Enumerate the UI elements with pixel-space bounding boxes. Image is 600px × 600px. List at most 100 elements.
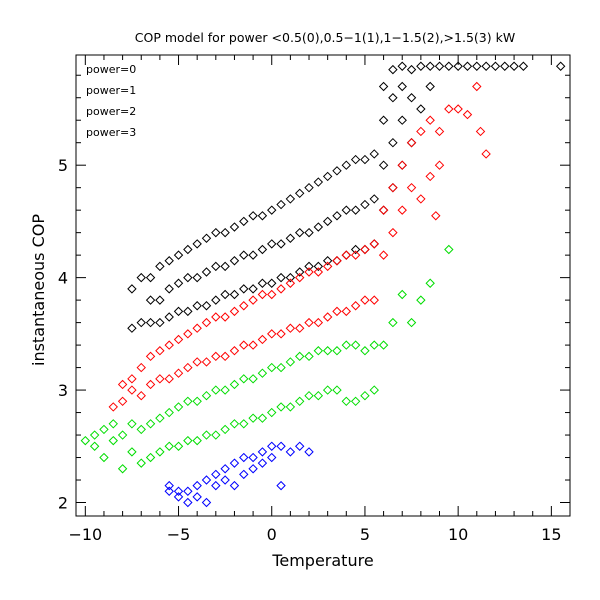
data-point-power-2 xyxy=(145,452,156,463)
data-point-power-1 xyxy=(201,357,212,367)
data-point-power-0 xyxy=(350,205,361,215)
x-tick-labels: −10 −5 0 5 10 15 xyxy=(68,525,561,544)
data-point-power-0 xyxy=(397,81,407,92)
data-point-power-1 xyxy=(257,289,268,300)
data-point-power-0 xyxy=(229,222,240,232)
data-point-power-0 xyxy=(155,295,165,305)
data-point-power-1 xyxy=(285,278,296,288)
data-point-power-0 xyxy=(360,199,370,210)
data-point-power-1 xyxy=(304,317,314,328)
data-point-power-2 xyxy=(239,419,249,429)
x-tick-label: 15 xyxy=(541,525,561,544)
data-point-power-1 xyxy=(173,334,184,345)
data-point-power-3 xyxy=(220,475,230,485)
data-point-power-0 xyxy=(211,261,221,272)
data-point-power-0 xyxy=(192,239,202,249)
data-point-power-2 xyxy=(406,317,417,328)
data-point-power-2 xyxy=(322,346,333,356)
data-point-power-1 xyxy=(294,272,305,283)
data-point-power-0 xyxy=(304,182,314,193)
y-tick-label: 5 xyxy=(58,156,68,175)
data-point-power-2 xyxy=(136,424,146,435)
data-point-power-1 xyxy=(164,340,174,350)
data-point-power-3 xyxy=(267,452,277,463)
data-point-power-1 xyxy=(431,211,441,221)
data-point-power-2 xyxy=(127,419,137,429)
x-tick-label: 5 xyxy=(360,525,370,544)
data-point-power-1 xyxy=(239,340,249,350)
data-point-power-2 xyxy=(397,289,407,300)
data-point-power-1 xyxy=(201,317,212,328)
data-point-power-0 xyxy=(425,81,435,92)
data-point-power-0 xyxy=(313,222,324,232)
data-point-power-0 xyxy=(509,61,519,71)
data-point-power-3 xyxy=(276,441,286,451)
data-point-power-0 xyxy=(481,61,491,71)
data-point-power-3 xyxy=(183,486,193,496)
data-point-power-2 xyxy=(155,413,165,423)
data-point-power-1 xyxy=(248,295,258,305)
data-point-power-0 xyxy=(164,312,174,322)
data-point-power-0 xyxy=(145,295,156,305)
data-point-power-0 xyxy=(555,61,566,71)
data-point-power-2 xyxy=(332,346,342,356)
data-point-power-1 xyxy=(267,329,277,339)
data-point-power-0 xyxy=(294,188,305,199)
data-point-power-2 xyxy=(444,244,454,255)
data-point-power-0 xyxy=(127,284,137,294)
y-axis-label: instantaneous COP xyxy=(29,214,48,366)
data-point-power-2 xyxy=(369,340,379,350)
data-point-power-2 xyxy=(257,368,268,378)
data-point-power-1 xyxy=(341,250,352,260)
data-point-power-0 xyxy=(257,244,268,255)
data-point-power-0 xyxy=(397,160,407,170)
data-point-power-1 xyxy=(378,250,389,260)
data-point-power-3 xyxy=(211,469,221,480)
data-point-power-1 xyxy=(332,256,342,266)
x-tick-label: −5 xyxy=(167,525,191,544)
data-point-power-0 xyxy=(416,104,426,114)
data-point-power-2 xyxy=(127,447,137,457)
data-point-power-2 xyxy=(276,402,286,412)
data-point-power-0 xyxy=(453,61,463,71)
data-point-power-1 xyxy=(341,306,352,317)
data-point-power-3 xyxy=(192,480,202,491)
legend-entry: power=2 xyxy=(86,105,136,118)
data-point-power-2 xyxy=(99,452,109,463)
data-point-power-1 xyxy=(192,357,202,367)
legend-entry: power=1 xyxy=(86,84,136,97)
data-point-power-0 xyxy=(388,182,398,193)
data-point-power-0 xyxy=(294,267,305,277)
data-points xyxy=(80,61,566,508)
data-point-power-0 xyxy=(378,160,389,170)
data-point-power-1 xyxy=(369,295,379,305)
data-point-power-0 xyxy=(472,61,482,71)
data-point-power-0 xyxy=(285,272,296,283)
data-point-power-1 xyxy=(220,351,230,362)
data-point-power-2 xyxy=(341,340,352,350)
data-point-power-0 xyxy=(369,239,379,249)
data-point-power-0 xyxy=(239,284,249,294)
data-point-power-0 xyxy=(248,250,258,260)
data-point-power-2 xyxy=(211,430,221,440)
data-point-power-0 xyxy=(518,61,529,71)
data-point-power-1 xyxy=(425,115,435,125)
data-point-power-1 xyxy=(267,289,277,300)
data-point-power-3 xyxy=(276,480,286,491)
data-point-power-2 xyxy=(294,351,305,362)
data-point-power-1 xyxy=(257,334,268,345)
data-point-power-3 xyxy=(239,469,249,480)
data-point-power-1 xyxy=(350,250,361,260)
data-point-power-0 xyxy=(350,154,361,165)
data-point-power-2 xyxy=(80,435,91,446)
data-point-power-3 xyxy=(248,464,258,474)
data-point-power-0 xyxy=(397,115,407,125)
data-point-power-0 xyxy=(378,81,389,92)
data-point-power-1 xyxy=(155,374,165,384)
data-point-power-3 xyxy=(294,441,305,451)
data-point-power-0 xyxy=(332,256,342,266)
data-point-power-2 xyxy=(108,435,118,446)
data-point-power-1 xyxy=(369,239,379,249)
data-point-power-3 xyxy=(267,441,277,451)
data-point-power-3 xyxy=(183,497,193,508)
